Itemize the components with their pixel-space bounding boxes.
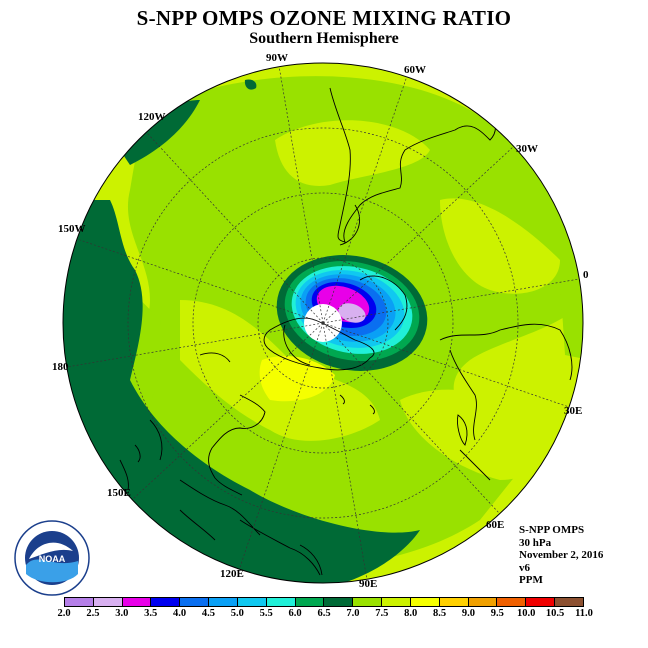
colorbar-tick-label: 5.0 <box>230 608 244 619</box>
colorbar-tick-label: 10.0 <box>517 608 536 619</box>
noaa-logo: NOAA <box>14 520 90 596</box>
map-subtitle: Southern Hemisphere <box>249 30 399 47</box>
colorbar-swatch <box>497 598 527 606</box>
lon-label: 30E <box>564 405 582 417</box>
lon-label: 150W <box>58 223 86 235</box>
info-instrument: S-NPP OMPS <box>519 524 585 536</box>
colorbar-tick-label: 5.5 <box>259 608 273 619</box>
colorbar-tick-label: 3.5 <box>144 608 158 619</box>
lon-label: 90E <box>359 578 377 590</box>
info-units: PPM <box>519 574 543 586</box>
info-version: v6 <box>519 561 530 574</box>
longitude-labels: 90W 60W 30W 0 30E 60E 90E 120E 150E 180 … <box>52 52 589 590</box>
lon-label: 30W <box>516 143 538 155</box>
colorbar-swatch <box>295 598 325 606</box>
colorbar-tick-label: 8.5 <box>432 608 447 619</box>
info-panel: S-NPP OMPS 30 hPa November 2, 2016 v6 PP… <box>519 524 603 587</box>
info-date: November 2, 2016 <box>519 549 604 561</box>
colorbar-swatch <box>209 598 238 606</box>
colorbar-tick-label: 8.0 <box>404 608 418 619</box>
colorbar-tick-label: 2.5 <box>86 608 100 619</box>
colorbar-tick-label: 6.5 <box>317 608 331 619</box>
colorbar-swatch <box>353 598 383 606</box>
colorbar-swatch <box>122 598 152 606</box>
lon-label: 180 <box>52 361 69 373</box>
colorbar-swatch <box>65 598 94 606</box>
colorbar-tick-label: 3.0 <box>115 608 129 619</box>
colorbar-swatch <box>237 598 267 606</box>
colorbar <box>64 597 584 607</box>
colorbar-swatch <box>93 598 123 606</box>
colorbar-swatch <box>266 598 296 606</box>
lon-label: 120W <box>138 111 166 123</box>
lon-label: 90W <box>266 52 288 64</box>
lon-label: 150E <box>107 487 131 499</box>
logo-text: NOAA <box>39 554 66 564</box>
colorbar-swatch <box>324 598 354 606</box>
colorbar-tick-label: 4.5 <box>201 608 215 619</box>
colorbar-ticks: 2.0 2.5 3.0 3.5 4.0 4.5 5.0 5.5 6.0 6.5 7.0 7.5 8.0 8… <box>57 608 592 622</box>
colorbar-swatch <box>468 598 498 606</box>
colorbar-tick-label: 9.0 <box>461 608 475 619</box>
colorbar-swatch <box>410 598 440 606</box>
colorbar-swatch <box>439 598 469 606</box>
colorbar-swatch <box>382 598 411 606</box>
lon-label: 0 <box>583 269 589 281</box>
colorbar-tick-label: 2.0 <box>57 608 71 619</box>
graticule <box>66 65 580 581</box>
lon-label: 60E <box>486 519 504 531</box>
colorbar-tick-label: 7.0 <box>346 608 360 619</box>
colorbar-tick-label: 6.0 <box>288 608 302 619</box>
map-border <box>62 62 584 584</box>
lon-label: 60W <box>404 64 426 76</box>
colorbar-tick-label: 4.0 <box>172 608 187 619</box>
colorbar-tick-label: 10.5 <box>545 608 565 619</box>
colorbar-tick-label: 9.5 <box>490 608 504 619</box>
colorbar-tick-label: 7.5 <box>375 608 389 619</box>
colorbar-swatch <box>180 598 210 606</box>
info-level: 30 hPa <box>519 536 552 549</box>
colorbar-tick-label: 11.0 <box>575 608 593 619</box>
map-title: S-NPP OMPS OZONE MIXING RATIO <box>136 6 512 30</box>
colorbar-swatch <box>526 598 556 606</box>
lon-label: 120E <box>220 568 244 580</box>
colorbar-swatch <box>555 598 583 606</box>
ozone-field <box>63 63 583 583</box>
colorbar-swatch <box>151 598 181 606</box>
